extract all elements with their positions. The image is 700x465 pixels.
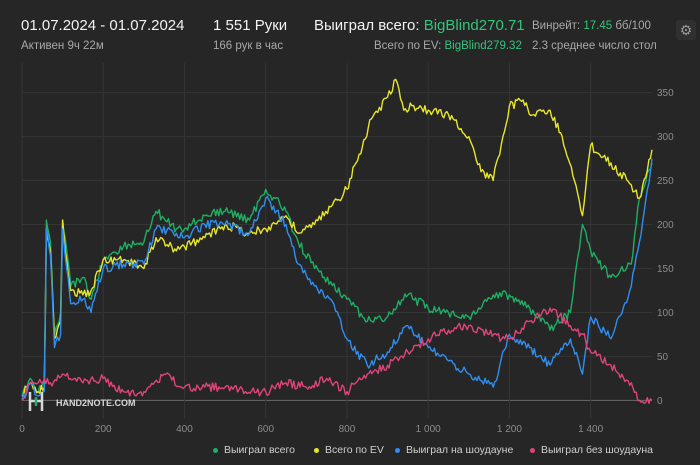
- winrate-label: Винрейт:: [532, 20, 581, 32]
- x-axis: 0 200 400 600 800 1 000 1 200 1 400: [19, 424, 603, 435]
- y-tick-label: 100: [657, 308, 674, 319]
- active-time: Активен 9ч 22м: [21, 40, 104, 52]
- hand2note-logo-icon: [28, 392, 44, 411]
- winrate-value: 17.45: [583, 20, 613, 32]
- x-tick-label: 800: [339, 424, 356, 435]
- won-total-value: BigBlind270.71: [423, 17, 525, 34]
- chart-grid: [21, 63, 652, 418]
- gear-icon[interactable]: ⚙: [676, 20, 696, 40]
- y-tick-label: 150: [657, 264, 674, 275]
- legend-label: Выиграл всего: [224, 444, 295, 456]
- x-tick-label: 1 000: [416, 424, 441, 435]
- series-line: [21, 158, 653, 401]
- y-tick-label: 50: [657, 352, 669, 363]
- y-axis: 0 50 100 150 200 250 300 350: [657, 88, 674, 407]
- series-line: [21, 78, 653, 397]
- x-tick-label: 600: [257, 424, 274, 435]
- chart-series: [21, 78, 653, 404]
- avg-tables-note: 2.3 среднее число столов: [532, 40, 656, 52]
- legend-dot-green: [213, 447, 218, 453]
- hands-per-hour: 166 рук в час: [213, 40, 284, 52]
- y-tick-label: 200: [657, 220, 674, 231]
- legend-dot-pink: [530, 447, 535, 453]
- legend-label: Всего по EV: [325, 444, 384, 456]
- x-tick-label: 1 400: [578, 424, 603, 435]
- ev-total: Всего по EV: BigBlind279.32: [374, 40, 522, 52]
- x-tick-label: 1 200: [497, 424, 522, 435]
- legend-non-showdown[interactable]: Выиграл без шоудауна: [530, 444, 653, 456]
- x-tick-label: 200: [95, 424, 112, 435]
- winrate: Винрейт: 17.45 бб/100: [532, 20, 651, 32]
- hand2note-watermark: HAND2NOTE.COM: [56, 398, 136, 408]
- x-tick-label: 400: [176, 424, 193, 435]
- won-total: Выиграл всего: BigBlind270.71: [314, 17, 525, 34]
- legend-showdown[interactable]: Выиграл на шоудауне: [395, 444, 513, 456]
- ev-total-value: BigBlind279.32: [444, 40, 522, 52]
- series-line: [21, 307, 653, 404]
- hands-count: 1 551 Руки: [213, 17, 288, 34]
- legend-won-total[interactable]: Выиграл всего: [213, 444, 295, 456]
- y-tick-label: 300: [657, 132, 674, 143]
- winrate-unit: бб/100: [615, 20, 651, 32]
- legend-dot-blue: [395, 447, 400, 453]
- legend-ev[interactable]: Всего по EV: [314, 444, 384, 456]
- legend-label: Выиграл без шоудауна: [541, 444, 653, 456]
- y-tick-label: 250: [657, 176, 674, 187]
- y-tick-label: 350: [657, 88, 674, 99]
- series-line: [21, 162, 653, 397]
- ev-total-label: Всего по EV:: [374, 40, 442, 52]
- legend-label: Выиграл на шоудауне: [406, 444, 514, 456]
- x-tick-label: 0: [19, 424, 25, 435]
- legend-dot-yellow: [314, 447, 319, 453]
- won-total-label: Выиграл всего:: [314, 17, 420, 34]
- date-range: 01.07.2024 - 01.07.2024: [21, 17, 185, 34]
- y-tick-label: 0: [657, 396, 663, 407]
